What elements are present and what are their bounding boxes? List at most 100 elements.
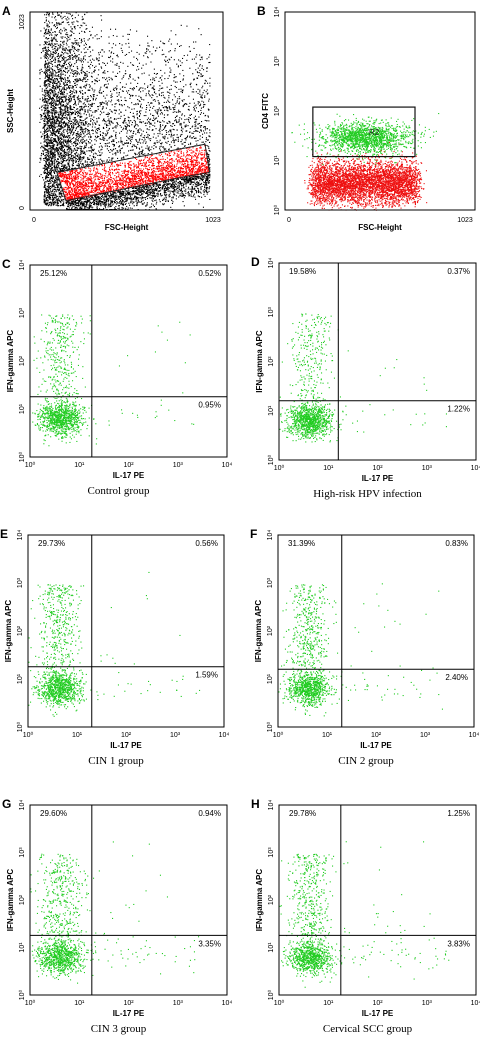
event-dot <box>182 78 184 80</box>
event-dot <box>76 207 78 209</box>
event-dot <box>49 44 51 46</box>
event-dot <box>134 197 136 199</box>
event-dot <box>62 96 64 98</box>
event-dot <box>66 177 68 179</box>
event-dot <box>85 188 87 190</box>
event-dot <box>55 197 57 199</box>
event-dot <box>108 178 110 180</box>
event-dot <box>167 137 169 139</box>
event-dot <box>154 196 156 198</box>
event-dot <box>80 51 82 53</box>
event-dot <box>58 184 60 186</box>
event-dot <box>57 92 59 94</box>
event-dot <box>91 140 93 142</box>
event-dot <box>43 202 45 204</box>
event-dot <box>92 164 94 166</box>
event-dot <box>44 41 46 43</box>
event-dot <box>207 179 209 181</box>
event-dot <box>46 95 48 97</box>
event-dot <box>69 140 71 142</box>
event-dot <box>57 136 59 138</box>
event-dot <box>148 90 150 92</box>
event-dot <box>50 117 52 119</box>
event-dot <box>46 204 48 206</box>
event-dot <box>77 68 79 70</box>
event-dot <box>44 14 46 16</box>
event-dot <box>152 200 154 202</box>
event-dot <box>116 194 118 196</box>
event-dot <box>177 174 179 176</box>
event-dot <box>201 157 203 159</box>
event-dot <box>41 90 43 92</box>
event-dot <box>198 196 200 198</box>
event-dot <box>100 66 102 68</box>
event-dot <box>140 198 142 200</box>
event-dot <box>77 187 79 189</box>
event-dot <box>136 191 138 193</box>
event-dot <box>181 178 183 180</box>
event-dot <box>68 18 70 20</box>
event-dot <box>60 76 62 78</box>
event-dot <box>67 87 69 89</box>
event-dot <box>137 131 139 133</box>
event-dot <box>47 25 49 27</box>
event-dot <box>56 40 58 42</box>
event-dot <box>112 177 114 179</box>
event-dot <box>139 111 141 113</box>
event-dot <box>136 114 138 116</box>
event-dot <box>70 55 72 57</box>
event-dot <box>107 171 109 173</box>
event-dot <box>46 52 48 54</box>
event-dot <box>143 182 145 184</box>
event-dot <box>67 49 69 51</box>
event-dot <box>51 175 53 177</box>
event-dot <box>112 195 114 197</box>
event-dot <box>49 185 51 187</box>
event-dot <box>103 185 105 187</box>
event-dot <box>182 128 184 130</box>
event-dot <box>74 101 76 103</box>
event-dot <box>58 115 60 117</box>
event-dot <box>56 148 58 150</box>
event-dot <box>134 164 136 166</box>
event-dot <box>153 145 155 147</box>
event-dot <box>71 70 73 72</box>
event-dot <box>61 139 63 141</box>
event-dot <box>45 76 47 78</box>
event-dot <box>98 57 100 59</box>
event-dot <box>197 184 199 186</box>
event-dot <box>45 19 47 21</box>
event-dot <box>53 176 55 178</box>
event-dot <box>51 75 53 77</box>
event-dot <box>61 152 63 154</box>
event-dot <box>160 168 162 170</box>
event-dot <box>84 200 86 202</box>
event-dot <box>162 91 164 93</box>
event-dot <box>143 115 145 117</box>
event-dot <box>121 199 123 201</box>
event-dot <box>49 179 51 181</box>
event-dot <box>173 193 175 195</box>
event-dot <box>147 117 149 119</box>
event-dot <box>67 196 69 198</box>
event-dot <box>63 87 65 89</box>
event-dot <box>198 162 200 164</box>
event-dot <box>73 150 75 152</box>
event-dot <box>83 176 85 178</box>
event-dot <box>208 187 210 189</box>
event-dot <box>54 70 56 72</box>
event-dot <box>163 96 165 98</box>
event-dot <box>84 153 86 155</box>
event-dot <box>139 138 141 140</box>
event-dot <box>89 175 91 177</box>
event-dot <box>76 151 78 153</box>
event-dot <box>92 206 94 208</box>
event-dot <box>82 123 84 125</box>
event-dot <box>165 181 167 183</box>
event-dot <box>68 184 70 186</box>
event-dot <box>50 122 52 124</box>
event-dot <box>46 133 48 135</box>
event-dot <box>121 182 123 184</box>
event-dot <box>45 204 47 206</box>
event-dot <box>79 111 81 113</box>
